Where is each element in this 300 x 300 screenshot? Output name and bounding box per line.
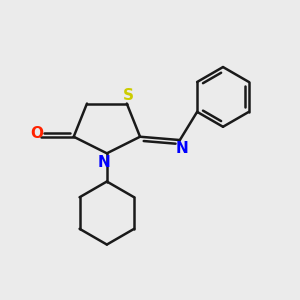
Text: N: N: [98, 155, 111, 170]
Text: N: N: [175, 141, 188, 156]
Text: S: S: [123, 88, 134, 103]
Text: O: O: [31, 126, 44, 141]
